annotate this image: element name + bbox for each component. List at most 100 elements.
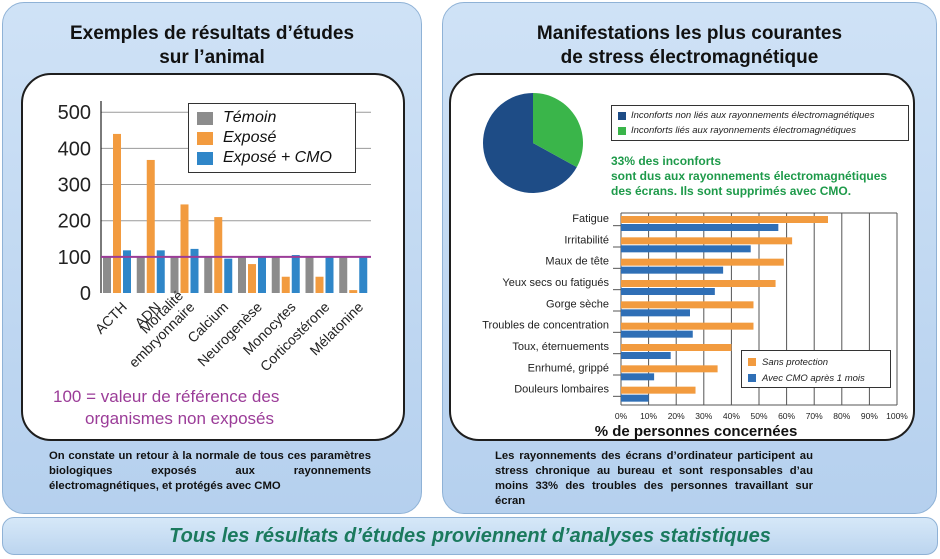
legend-swatch-expose bbox=[197, 131, 213, 145]
symptom-bar bbox=[621, 216, 828, 223]
left-panel: Exemples de résultats d’études sur l’ani… bbox=[2, 2, 422, 514]
footer-banner: Tous les résultats d’études proviennent … bbox=[2, 517, 938, 555]
pie-swatch-unrelated bbox=[618, 111, 626, 120]
legend-item-expose-cmo: Exposé + CMO bbox=[197, 148, 347, 168]
symptom-legend-item-sans: Sans protection bbox=[748, 354, 884, 370]
symptom-label-sans: Sans protection bbox=[762, 356, 829, 368]
symptom-bar bbox=[621, 309, 690, 317]
animal-y-tick-label: 100 bbox=[58, 247, 91, 269]
animal-bar bbox=[339, 256, 348, 293]
animal-bar bbox=[281, 276, 290, 293]
pie-legend-item-unrelated: Inconforts non liés aux rayonnements éle… bbox=[618, 108, 902, 123]
animal-bar bbox=[315, 276, 324, 293]
pie-chart bbox=[483, 93, 583, 193]
legend-item-expose: Exposé bbox=[197, 128, 347, 148]
animal-y-tick-label: 200 bbox=[58, 211, 91, 233]
symptom-bar bbox=[621, 373, 655, 381]
symptom-x-tick-label: 10% bbox=[640, 411, 657, 421]
animal-y-tick-label: 500 bbox=[58, 102, 91, 124]
animal-bar bbox=[113, 133, 121, 293]
symptom-category-label: Maux de tête bbox=[545, 256, 609, 268]
symptom-bar bbox=[621, 245, 751, 253]
symptom-bar bbox=[621, 288, 715, 295]
symptom-swatch-sans bbox=[748, 358, 756, 366]
symptom-swatch-cmo bbox=[748, 374, 756, 382]
left-title-line1: Exemples de résultats d’études bbox=[69, 23, 355, 44]
animal-chart-card: 0 100 200 300 400 500 ACTH ADN Mortalité embryonn… bbox=[21, 73, 405, 441]
symptom-category-label: Irritabilité bbox=[564, 234, 609, 246]
animal-bar bbox=[258, 256, 266, 293]
symptom-bar bbox=[621, 330, 693, 338]
symptom-label-cmo: Avec CMO après 1 mois bbox=[762, 372, 865, 384]
symptom-bar bbox=[621, 322, 754, 330]
legend-label-temoin: Témoin bbox=[223, 109, 277, 126]
animal-bar bbox=[271, 256, 280, 293]
animal-bar bbox=[190, 248, 199, 293]
animal-bar bbox=[204, 256, 213, 293]
legend-swatch-expose-cmo bbox=[197, 151, 213, 165]
animal-bar bbox=[170, 256, 179, 293]
symptom-x-tick-label: 0% bbox=[615, 411, 628, 421]
reference-note-line1: 100 = valeur de référence des bbox=[53, 387, 280, 406]
left-title-line2: sur l’animal bbox=[159, 47, 265, 68]
left-caption: On constate un retour à la normale de to… bbox=[49, 450, 371, 492]
symptom-bar bbox=[621, 301, 754, 309]
animal-y-tick-label: 400 bbox=[58, 138, 91, 160]
symptom-x-axis-label: % de personnes concernées bbox=[594, 423, 798, 440]
symptom-bar bbox=[621, 344, 732, 351]
symptom-x-tick-label: 50% bbox=[750, 411, 767, 421]
animal-bar bbox=[349, 290, 358, 293]
symptom-bar bbox=[621, 224, 779, 231]
right-caption: Les rayonnements des écrans d’ordinateur… bbox=[495, 450, 813, 507]
animal-bar bbox=[291, 255, 300, 293]
symptom-x-tick-label: 90% bbox=[861, 411, 878, 421]
highlight-line3: des écrans. Ils sont supprimés avec CMO. bbox=[611, 184, 852, 198]
highlight-line2: sont dus aux rayonnements électromagnéti… bbox=[611, 169, 888, 183]
symptom-x-tick-label: 20% bbox=[668, 411, 685, 421]
animal-bar bbox=[224, 258, 233, 293]
pie-label-related: Inconforts liés aux rayonnements électro… bbox=[631, 125, 856, 136]
symptom-bar-chart: 0% 10% 20% 30% 40% 50% 60% 70% 80% 90% 100% Fatigue… bbox=[482, 212, 908, 421]
legend-label-expose-cmo: Exposé + CMO bbox=[223, 149, 332, 166]
symptom-x-tick-label: 60% bbox=[778, 411, 795, 421]
animal-bar bbox=[180, 204, 189, 293]
animal-bar bbox=[146, 159, 155, 293]
right-title-line1: Manifestations les plus courantes bbox=[536, 23, 843, 44]
symptom-category-label: Toux, éternuements bbox=[512, 341, 609, 353]
pie-legend-item-related: Inconforts liés aux rayonnements électro… bbox=[618, 123, 902, 138]
symptom-x-tick-label: 100% bbox=[886, 411, 908, 421]
symptom-category-label: Troubles de concentration bbox=[482, 320, 609, 332]
animal-bar bbox=[325, 256, 334, 293]
animal-bar bbox=[305, 256, 314, 293]
animal-category-label: ACTH bbox=[92, 299, 130, 337]
pie-slice-related bbox=[533, 93, 583, 168]
symptom-x-tick-label: 40% bbox=[723, 411, 740, 421]
animal-bar bbox=[156, 250, 165, 293]
symptom-legend-item-cmo: Avec CMO après 1 mois bbox=[748, 370, 884, 386]
right-panel: Manifestations les plus courantes de str… bbox=[442, 2, 937, 514]
symptom-category-label: Gorge sèche bbox=[546, 298, 609, 310]
symptom-bar bbox=[621, 365, 718, 373]
stress-chart-card: Inconforts non liés aux rayonnements éle… bbox=[449, 73, 915, 441]
symptom-legend: Sans protection Avec CMO après 1 mois bbox=[741, 350, 891, 388]
animal-bar bbox=[359, 256, 368, 293]
animal-category-label-group: ACTH bbox=[92, 299, 130, 337]
symptom-bar bbox=[621, 352, 671, 359]
legend-swatch-temoin bbox=[197, 111, 213, 125]
animal-bar bbox=[238, 256, 246, 293]
animal-y-tick-label: 0 bbox=[80, 283, 91, 305]
pie-legend: Inconforts non liés aux rayonnements éle… bbox=[611, 105, 909, 141]
legend-label-expose: Exposé bbox=[223, 129, 277, 146]
symptom-bar bbox=[621, 258, 784, 266]
animal-bar bbox=[248, 264, 256, 293]
symptom-category-label: Enrhumé, grippé bbox=[528, 362, 609, 374]
pie-label-unrelated: Inconforts non liés aux rayonnements éle… bbox=[631, 110, 875, 121]
highlight-text: 33% des inconforts sont dus aux rayonnem… bbox=[611, 154, 887, 199]
symptom-bar bbox=[621, 280, 776, 287]
animal-chart-legend: Témoin Exposé Exposé + CMO bbox=[188, 103, 356, 173]
right-title-line2: de stress électromagnétique bbox=[560, 47, 819, 68]
symptom-category-label: Fatigue bbox=[572, 213, 609, 225]
highlight-line1: 33% des inconforts bbox=[611, 154, 722, 168]
